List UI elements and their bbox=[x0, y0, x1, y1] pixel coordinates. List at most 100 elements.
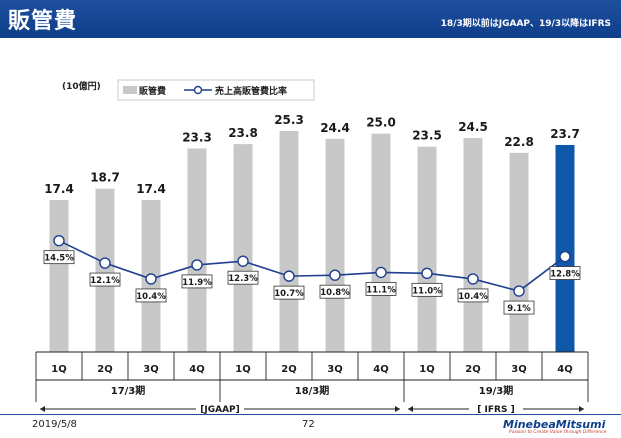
bar-4 bbox=[187, 148, 207, 352]
ratio-line-series: 14.5% 12.1% 10.4% 11.9% 12.3% 10.7% 10.8% 11.1%… bbox=[43, 234, 581, 315]
ratio-label-5: 12.3% bbox=[228, 274, 258, 284]
bar-9 bbox=[417, 146, 437, 352]
logo-name: MinebeaMitsumi bbox=[503, 418, 606, 431]
bar-12 bbox=[555, 144, 575, 352]
ratio-label-box-1 bbox=[43, 250, 75, 265]
legend-box bbox=[117, 79, 315, 101]
accounting-standard-note: 18/3期以前はJGAAP、19/3以降はIFRS bbox=[440, 19, 611, 29]
legend: 販管費 売上高販管費比率 bbox=[117, 79, 315, 101]
bar-value-label-12: 23.7 bbox=[550, 127, 580, 141]
ratio-marker-1 bbox=[53, 234, 65, 247]
header-bar: 販管費 18/3期以前はJGAAP、19/3以降はIFRS bbox=[0, 0, 621, 38]
bar-series bbox=[49, 131, 575, 352]
ratio-marker-12 bbox=[559, 250, 571, 263]
logo-tagline: Passion to Create Value through Differen… bbox=[509, 430, 607, 435]
ratio-line bbox=[58, 239, 566, 292]
fiscal-year-label-2: 18/3期 bbox=[295, 384, 330, 397]
bar-8 bbox=[371, 133, 391, 352]
tick-label-10: 2Q bbox=[465, 364, 480, 375]
legend-line-marker bbox=[193, 85, 203, 95]
category-axis: 1Q 2Q 3Q 4Q 1Q 2Q 3Q 4Q 1Q 2Q 3Q 4Q 17/3期 18/3期 19/3期 [… bbox=[35, 351, 589, 415]
ratio-label-box-4 bbox=[181, 274, 213, 289]
bar-value-label-9: 23.5 bbox=[412, 129, 442, 143]
ratio-label-11: 9.1% bbox=[507, 304, 531, 314]
ratio-marker-8 bbox=[375, 266, 387, 279]
bar-value-label-6: 25.3 bbox=[274, 113, 304, 127]
ratio-marker-5 bbox=[237, 255, 249, 267]
tick-label-2: 2Q bbox=[97, 364, 112, 375]
tick-label-11: 3Q bbox=[511, 364, 526, 375]
bar-5 bbox=[233, 144, 253, 352]
ratio-marker-3 bbox=[145, 273, 157, 285]
bar-value-labels: 17.4 18.7 17.4 23.3 23.8 25.3 24.4 25.0 23.5 24.5… bbox=[44, 113, 580, 196]
page-number: 72 bbox=[302, 419, 315, 430]
ratio-marker-6 bbox=[283, 270, 295, 282]
standard-label-1: [JGAAP] bbox=[200, 405, 240, 415]
ratio-label-box-11 bbox=[503, 300, 535, 315]
tick-label-5: 1Q bbox=[235, 364, 250, 375]
ratio-label-2: 12.1% bbox=[90, 276, 120, 286]
ratio-label-box-8 bbox=[365, 281, 397, 296]
bar-value-label-10: 24.5 bbox=[458, 120, 488, 134]
ratio-label-box-9 bbox=[411, 282, 443, 297]
legend-bar-swatch bbox=[123, 86, 137, 94]
tick-label-12: 4Q bbox=[557, 364, 572, 375]
footer-date: 2019/5/8 bbox=[32, 419, 77, 430]
fiscal-year-label-3: 19/3期 bbox=[479, 384, 514, 397]
bar-value-label-5: 23.8 bbox=[228, 126, 258, 140]
ratio-label-1: 14.5% bbox=[44, 254, 74, 264]
bar-value-label-3: 17.4 bbox=[136, 182, 166, 196]
legend-line-label: 売上高販管費比率 bbox=[215, 85, 287, 97]
bar-value-label-1: 17.4 bbox=[44, 182, 74, 196]
tick-label-4: 4Q bbox=[189, 364, 204, 375]
ratio-marker-7 bbox=[329, 269, 341, 281]
bar-11 bbox=[509, 152, 529, 352]
tick-label-8: 4Q bbox=[373, 364, 388, 375]
ratio-label-box-2 bbox=[89, 272, 121, 287]
tick-label-9: 1Q bbox=[419, 364, 434, 375]
tick-label-1: 1Q bbox=[51, 364, 66, 375]
ratio-label-9: 11.0% bbox=[412, 286, 442, 296]
standard-label-2: [ IFRS ] bbox=[477, 405, 514, 415]
standard-arrowhead-left-2 bbox=[408, 406, 413, 412]
bar-value-label-2: 18.7 bbox=[90, 171, 120, 185]
ratio-label-box-5 bbox=[227, 270, 259, 285]
bar-value-label-4: 23.3 bbox=[182, 130, 212, 144]
legend-bar-label: 販管費 bbox=[139, 85, 166, 97]
standard-arrowhead-right-1 bbox=[395, 406, 400, 412]
unit-label: (10億円) bbox=[62, 80, 101, 92]
ratio-label-box-12 bbox=[549, 266, 581, 280]
bar-6 bbox=[279, 131, 299, 352]
ratio-label-box-7 bbox=[319, 284, 351, 299]
company-logo: MinebeaMitsumi Passion to Create Value t… bbox=[503, 419, 615, 437]
ratio-label-box-10 bbox=[457, 288, 489, 303]
footer-divider bbox=[0, 414, 621, 415]
ratio-marker-2 bbox=[99, 257, 111, 269]
ratio-label-10: 10.4% bbox=[458, 292, 488, 302]
ratio-label-box-6 bbox=[273, 285, 305, 300]
ratio-label-7: 10.8% bbox=[320, 288, 350, 298]
ratio-label-8: 11.1% bbox=[366, 285, 396, 295]
standard-arrowhead-right-2 bbox=[579, 406, 584, 412]
page-title: 販管費 bbox=[8, 9, 78, 34]
ratio-label-3: 10.4% bbox=[136, 292, 166, 302]
bar-value-label-7: 24.4 bbox=[320, 121, 350, 135]
ratio-marker-10 bbox=[467, 273, 479, 285]
bar-1 bbox=[49, 200, 69, 352]
bar-10 bbox=[463, 137, 483, 352]
ratio-label-6: 10.7% bbox=[274, 289, 304, 299]
ratio-label-4: 11.9% bbox=[182, 278, 212, 288]
bar-value-label-11: 22.8 bbox=[504, 135, 534, 149]
bar-7 bbox=[325, 138, 345, 352]
fiscal-year-label-1: 17/3期 bbox=[111, 384, 146, 397]
tick-label-3: 3Q bbox=[143, 364, 158, 375]
ratio-marker-9 bbox=[421, 267, 433, 280]
ratio-label-box-3 bbox=[135, 288, 167, 303]
bar-2 bbox=[95, 188, 115, 352]
ratio-marker-11 bbox=[513, 285, 525, 297]
ratio-marker-4 bbox=[191, 259, 203, 271]
tick-label-6: 2Q bbox=[281, 364, 296, 375]
bar-value-label-8: 25.0 bbox=[366, 116, 396, 130]
ratio-label-12: 12.8% bbox=[550, 270, 580, 280]
